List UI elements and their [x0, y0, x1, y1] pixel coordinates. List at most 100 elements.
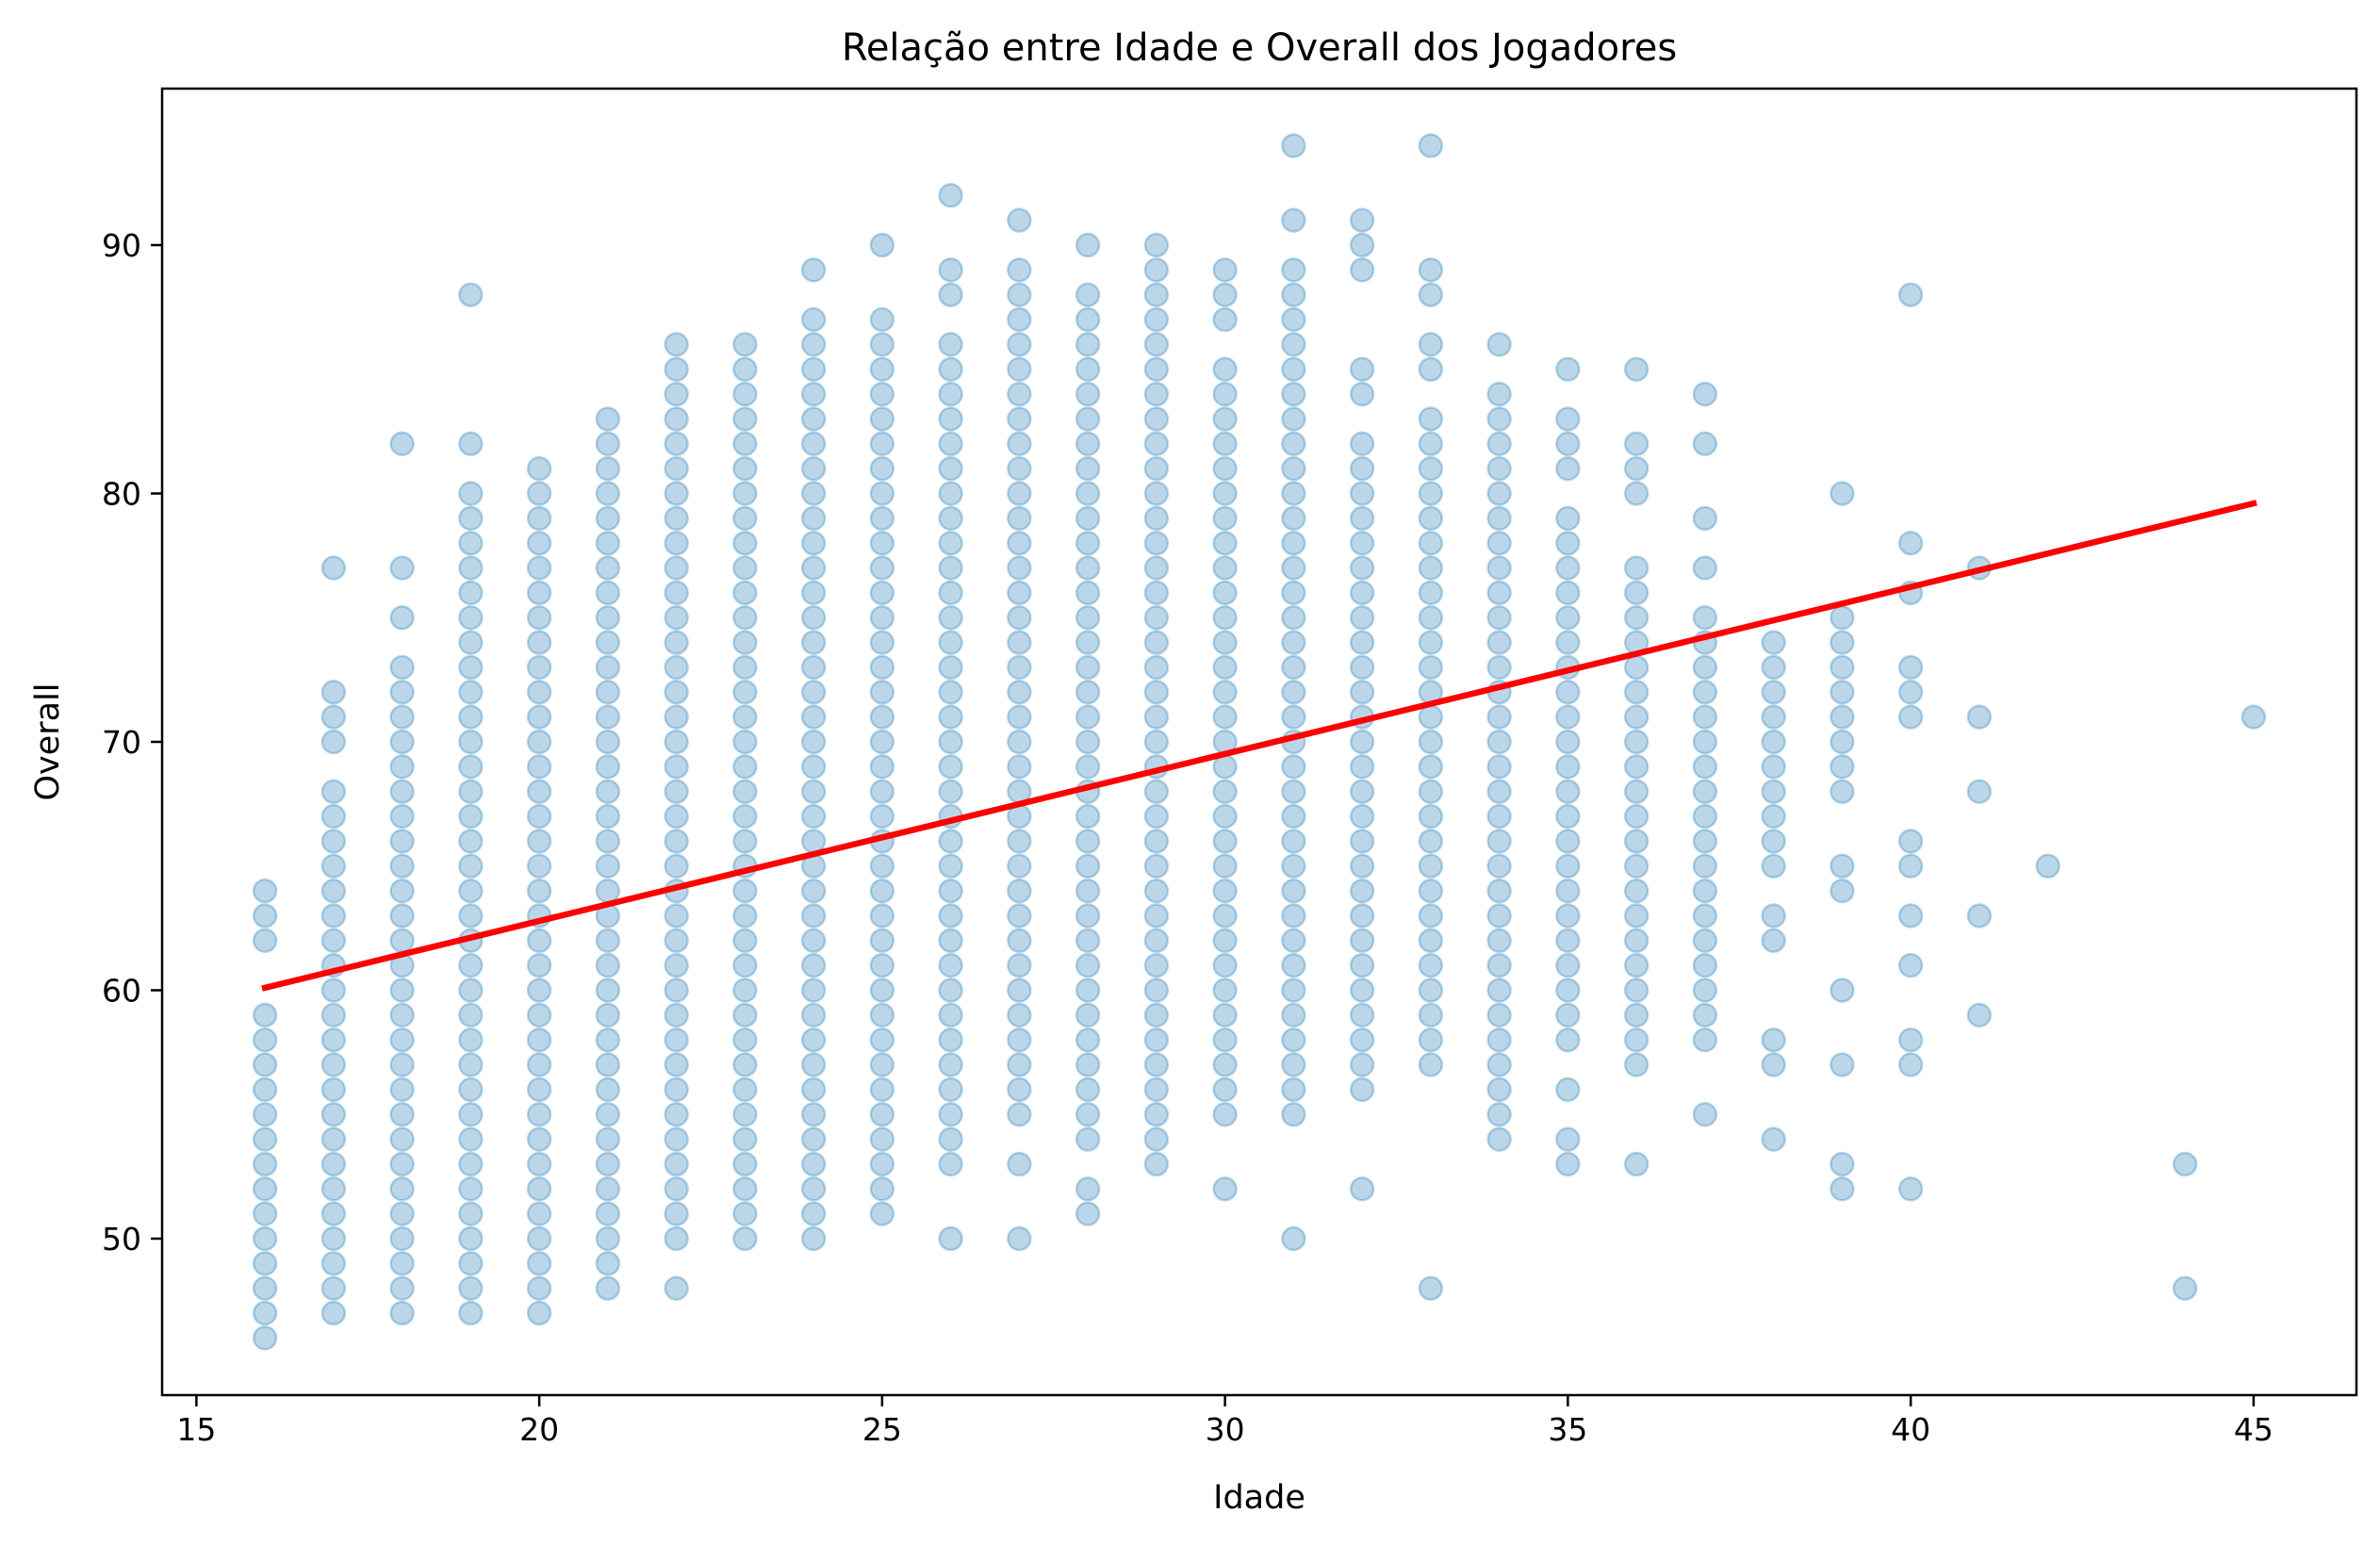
data-point — [1555, 779, 1581, 804]
data-point — [1075, 680, 1101, 705]
data-point — [1075, 530, 1101, 556]
data-point — [458, 853, 484, 879]
data-point — [1007, 431, 1032, 457]
data-point — [664, 605, 689, 631]
data-point — [1418, 332, 1444, 357]
data-point — [869, 853, 895, 879]
data-point — [2035, 853, 2060, 879]
data-point — [1623, 680, 1650, 705]
data-point — [1555, 928, 1581, 954]
data-point — [595, 406, 621, 432]
data-point — [1143, 829, 1170, 854]
data-point — [1143, 356, 1170, 383]
data-point — [1555, 978, 1581, 1003]
data-point — [1349, 878, 1375, 904]
data-point — [1075, 878, 1101, 904]
data-point — [1007, 928, 1032, 954]
data-point — [938, 481, 963, 506]
data-point — [458, 1101, 484, 1127]
data-point — [1281, 779, 1306, 804]
data-point — [1143, 704, 1170, 730]
data-point — [1692, 903, 1718, 929]
data-point — [526, 1275, 552, 1301]
data-point — [732, 803, 758, 830]
data-point — [389, 928, 415, 954]
data-point — [595, 1251, 621, 1276]
data-point — [389, 431, 415, 457]
data-point — [1830, 630, 1855, 655]
data-point — [1897, 853, 1924, 879]
data-point — [1692, 704, 1718, 730]
data-point — [595, 555, 621, 581]
data-point — [252, 1251, 278, 1276]
data-point — [1966, 1002, 1993, 1028]
data-point — [732, 455, 758, 482]
data-point — [869, 704, 895, 730]
data-point — [1075, 555, 1101, 581]
data-point — [1418, 1002, 1444, 1028]
data-point — [526, 952, 552, 978]
data-point — [938, 630, 963, 655]
data-point — [595, 680, 621, 705]
data-point — [320, 1151, 347, 1177]
data-point — [1075, 903, 1101, 929]
data-point — [1075, 754, 1101, 780]
data-point — [526, 455, 552, 482]
data-point — [1212, 1027, 1238, 1053]
data-point — [1075, 952, 1101, 978]
data-point — [458, 878, 484, 904]
data-point — [1623, 754, 1650, 780]
data-point — [320, 1176, 347, 1202]
x-tick-label: 30 — [1206, 1411, 1245, 1448]
data-point — [320, 729, 347, 755]
data-point — [1623, 928, 1650, 954]
data-point — [800, 605, 827, 631]
data-point — [732, 754, 758, 780]
data-point — [1212, 481, 1238, 506]
data-point — [1418, 356, 1444, 383]
data-point — [664, 530, 689, 556]
data-point — [252, 928, 278, 954]
data-point — [1007, 356, 1032, 383]
data-point — [664, 1052, 689, 1077]
data-point — [1281, 282, 1306, 307]
data-point — [1555, 704, 1581, 730]
data-point — [869, 654, 895, 681]
data-point — [1623, 356, 1650, 383]
data-point — [1486, 530, 1512, 556]
data-point — [664, 555, 689, 581]
data-point — [1143, 654, 1170, 681]
data-point — [1418, 654, 1444, 681]
data-point — [1761, 729, 1786, 755]
data-point — [1143, 1077, 1170, 1103]
data-point — [595, 978, 621, 1003]
data-point — [1830, 729, 1855, 755]
data-point — [800, 654, 827, 681]
data-point — [252, 1052, 278, 1077]
data-point — [389, 978, 415, 1003]
data-point — [938, 1052, 963, 1077]
data-point — [1555, 455, 1581, 482]
data-point — [1692, 978, 1718, 1003]
data-point — [1075, 1101, 1101, 1127]
data-point — [1555, 356, 1581, 383]
data-point — [1761, 630, 1786, 655]
data-point — [1281, 630, 1306, 655]
regression-layer — [261, 500, 2257, 992]
data-point — [732, 1002, 758, 1028]
data-point — [664, 928, 689, 954]
data-point — [1555, 431, 1581, 457]
data-point — [1075, 928, 1101, 954]
data-point — [732, 1126, 758, 1152]
data-point — [458, 654, 484, 681]
data-point — [595, 729, 621, 755]
data-point — [595, 1225, 621, 1252]
data-point — [1623, 555, 1650, 581]
data-point — [458, 605, 484, 631]
data-point — [1692, 829, 1718, 854]
data-point — [320, 829, 347, 854]
data-point — [1623, 704, 1650, 730]
data-point — [1281, 878, 1306, 904]
data-point — [458, 1251, 484, 1276]
data-point — [1143, 1052, 1170, 1077]
